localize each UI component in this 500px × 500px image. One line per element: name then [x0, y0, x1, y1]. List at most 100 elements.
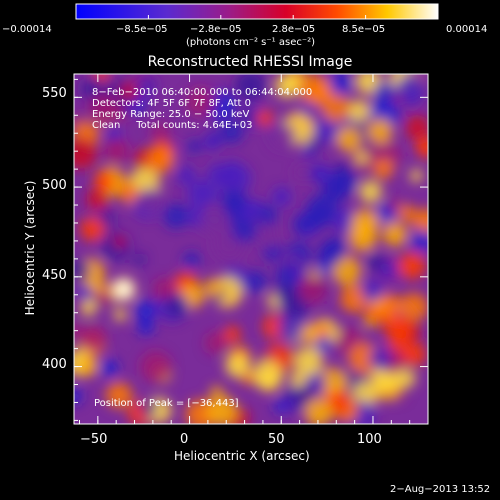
x-tick-label-0: −50 [80, 432, 108, 447]
intensity-blob [242, 109, 256, 124]
intensity-blob [91, 280, 106, 295]
intensity-blob [183, 251, 200, 269]
intensity-blob [273, 400, 287, 414]
intensity-blob [398, 204, 416, 222]
intensity-blob [198, 178, 211, 191]
colorbar [75, 3, 439, 20]
intensity-blob [374, 293, 404, 323]
intensity-blob [137, 318, 155, 336]
intensity-blob [412, 208, 428, 236]
intensity-blob [163, 203, 189, 229]
intensity-blob [200, 205, 229, 235]
intensity-blob [86, 188, 110, 211]
y-tick-label-3: 550 [42, 86, 67, 101]
intensity-blob [133, 253, 146, 266]
intensity-blob [321, 176, 349, 204]
intensity-blob [300, 101, 316, 118]
intensity-blob [278, 311, 308, 342]
intensity-blob [384, 315, 414, 345]
intensity-blob [290, 266, 304, 279]
intensity-blob [304, 398, 333, 424]
intensity-blob [348, 223, 378, 252]
y-tick-label-0: 400 [42, 357, 67, 372]
intensity-blob [307, 137, 320, 151]
intensity-blob [269, 122, 297, 150]
colorbar-tick-label-5: 0.00014 [446, 24, 488, 35]
intensity-blob [93, 170, 115, 192]
intensity-blob [165, 294, 189, 318]
intensity-blob [74, 258, 91, 282]
intensity-blob [256, 109, 274, 127]
intensity-blob [187, 139, 202, 154]
intensity-blob [139, 350, 172, 383]
intensity-blob [373, 81, 396, 103]
intensity-blob [76, 356, 98, 377]
chart-title: Reconstructed RHESSI Image [147, 54, 353, 70]
intensity-blob [363, 315, 376, 328]
footer-date: 2−Aug−2013 13:52 [390, 484, 491, 495]
colorbar-tick-label-4: 8.5e−05 [342, 24, 386, 35]
intensity-blob [361, 279, 384, 302]
annotation-clean: Clean Total counts: 4.64E+03 [92, 120, 253, 131]
annotation-detectors: Detectors: 4F 5F 6F 7F 8F, Att 0 [92, 98, 252, 109]
intensity-blob [176, 165, 197, 186]
colorbar-unit-label: (photons cm⁻² s⁻¹ asec⁻²) [186, 37, 316, 48]
intensity-blob [80, 216, 105, 242]
intensity-blob [220, 188, 246, 214]
colorbar-tick-label-0: −0.00014 [2, 24, 52, 35]
intensity-blob [185, 86, 216, 117]
intensity-blob [410, 229, 428, 252]
intensity-blob [204, 331, 228, 355]
colorbar-tick-label-2: −2.8e−05 [190, 24, 242, 35]
annotation-time-range: 8−Feb−2010 06:40:00.000 to 06:44:04.000 [92, 87, 313, 98]
intensity-blob [373, 158, 394, 179]
intensity-blob [135, 299, 157, 321]
heatmap-intensity [74, 74, 428, 424]
colorbar-gradient [75, 3, 439, 20]
intensity-blob [328, 74, 352, 95]
intensity-blob [245, 270, 268, 293]
intensity-blob [314, 335, 332, 353]
intensity-blob [151, 122, 170, 142]
intensity-blob [293, 215, 313, 235]
x-tick-label-2: 50 [268, 432, 285, 447]
intensity-blob [140, 400, 158, 418]
intensity-blob [396, 74, 426, 103]
intensity-blob [220, 120, 244, 144]
intensity-blob [88, 92, 120, 124]
intensity-blob [274, 284, 296, 305]
intensity-blob [221, 160, 243, 181]
intensity-blob [336, 126, 362, 152]
annotation-energy-range: Energy Range: 25.0 − 50.0 keV [92, 109, 250, 120]
intensity-blob [300, 323, 321, 344]
intensity-blob [299, 74, 332, 106]
intensity-blob [415, 135, 428, 157]
x-axis-label: Heliocentric X (arcsec) [174, 449, 310, 463]
axis-ticks [74, 74, 429, 424]
intensity-blob [204, 278, 224, 298]
intensity-blob [271, 186, 292, 207]
intensity-blob [204, 134, 221, 151]
intensity-blob [252, 360, 284, 391]
intensity-blob [382, 221, 408, 247]
annotation-peak-position: Position of Peak = [−36,443] [94, 398, 239, 409]
intensity-blob [368, 347, 392, 371]
intensity-blob [80, 325, 107, 351]
intensity-blob [147, 146, 175, 174]
intensity-blob [230, 215, 258, 243]
intensity-blob [257, 205, 278, 226]
intensity-blob [398, 251, 426, 280]
intensity-blob [405, 115, 428, 140]
intensity-blob [331, 207, 359, 235]
intensity-blob [398, 369, 416, 388]
intensity-blob [113, 308, 127, 322]
colorbar-tick-label-1: −8.5e−05 [116, 24, 168, 35]
intensity-blob [105, 382, 133, 409]
intensity-blob [359, 180, 382, 204]
intensity-blob [134, 74, 157, 97]
intensity-blob [293, 164, 310, 180]
intensity-blob [137, 187, 164, 214]
intensity-blob [235, 74, 266, 101]
intensity-blob [410, 169, 423, 183]
